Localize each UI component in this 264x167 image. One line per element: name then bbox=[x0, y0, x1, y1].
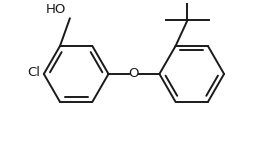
Text: HO: HO bbox=[45, 3, 66, 16]
Text: Cl: Cl bbox=[27, 66, 40, 79]
Text: O: O bbox=[129, 67, 139, 80]
